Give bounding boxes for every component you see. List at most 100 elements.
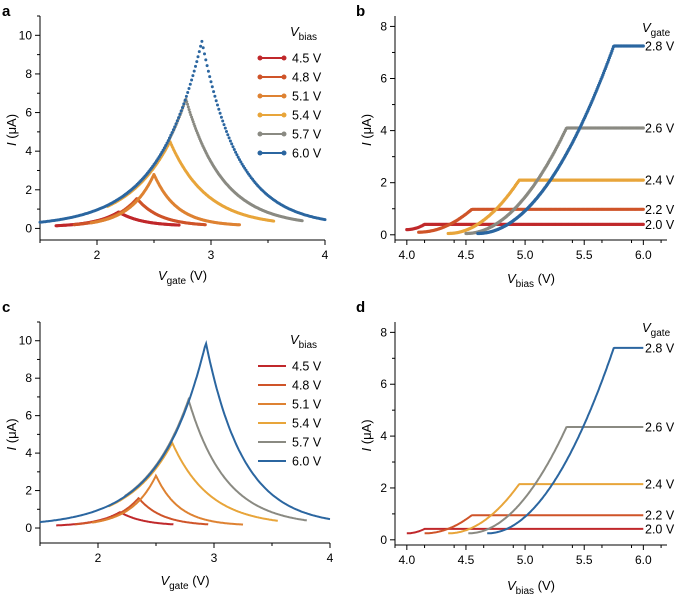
series-line-6-0-V bbox=[39, 339, 331, 524]
y-tick-label: 4 bbox=[380, 124, 387, 138]
data-point bbox=[199, 44, 203, 48]
data-point bbox=[178, 112, 182, 116]
y-tick-label: 6 bbox=[380, 377, 387, 391]
data-point bbox=[160, 150, 164, 154]
series-label: 2.8 V bbox=[645, 341, 675, 355]
legend-marker bbox=[281, 93, 287, 99]
x-tick-label: 5.0 bbox=[517, 553, 534, 567]
series-line-5-1-V bbox=[92, 473, 244, 526]
legend-title: Vgate bbox=[642, 320, 671, 339]
y-tick-label: 8 bbox=[380, 19, 387, 33]
data-point bbox=[191, 74, 195, 78]
legend-marker bbox=[281, 55, 287, 61]
data-point bbox=[168, 136, 171, 140]
x-tick-label: 6.0 bbox=[635, 553, 652, 567]
data-point bbox=[240, 162, 244, 166]
panel-letter-b: b bbox=[356, 3, 365, 20]
y-tick-label: 2 bbox=[25, 183, 32, 197]
data-point bbox=[230, 142, 234, 146]
panel-letter-d: d bbox=[356, 299, 365, 316]
x-tick-label: 4.5 bbox=[458, 553, 475, 567]
series-markers-2-8-V bbox=[476, 44, 645, 236]
y-tick-label: 0 bbox=[380, 228, 387, 242]
data-point bbox=[222, 123, 226, 127]
data-point bbox=[238, 223, 241, 227]
x-axis-label: Vbias (V) bbox=[507, 578, 555, 595]
data-point bbox=[166, 139, 170, 143]
data-point bbox=[184, 94, 188, 98]
data-point bbox=[186, 91, 190, 94]
data-point bbox=[165, 141, 169, 145]
x-tick-label: 4.5 bbox=[458, 248, 475, 262]
y-axis-label: I (μA) bbox=[359, 114, 374, 146]
series-label: 2.2 V bbox=[645, 203, 675, 217]
series-label: 2.2 V bbox=[645, 509, 675, 523]
series-label: 2.4 V bbox=[645, 174, 675, 188]
x-tick-label: 6.0 bbox=[635, 248, 652, 262]
data-point bbox=[188, 110, 192, 114]
data-point bbox=[641, 222, 645, 226]
chart-panel-b: 4.0 4.5 5.0 5.5 6.0 0 2 4 6 8 Vbias (V) I (μA) 2.0 V… bbox=[359, 16, 675, 290]
series-line-2-4-V bbox=[448, 483, 644, 535]
data-point bbox=[192, 69, 196, 73]
y-tick-label: 10 bbox=[19, 28, 33, 42]
data-point bbox=[182, 102, 186, 106]
y-tick-label: 2 bbox=[380, 176, 387, 190]
x-axis-label: Vbias (V) bbox=[507, 271, 555, 290]
y-tick-label: 10 bbox=[19, 334, 33, 348]
y-tick-label: 0 bbox=[380, 533, 387, 547]
data-point bbox=[196, 55, 200, 59]
data-point bbox=[195, 60, 199, 64]
data-point bbox=[232, 148, 236, 151]
data-point bbox=[162, 146, 166, 150]
data-point bbox=[181, 106, 184, 109]
legend-label: 4.8 V bbox=[292, 71, 322, 85]
data-point bbox=[173, 125, 177, 129]
data-point bbox=[204, 58, 208, 62]
data-point bbox=[175, 119, 179, 123]
series-markers-5-1-V bbox=[89, 173, 241, 227]
data-point bbox=[187, 108, 191, 112]
series-markers-6-0-V bbox=[38, 39, 327, 224]
data-point bbox=[219, 115, 223, 119]
x-tick-label: 5.0 bbox=[517, 248, 534, 262]
data-point bbox=[218, 111, 222, 115]
data-point bbox=[190, 118, 194, 121]
data-point bbox=[186, 105, 190, 109]
data-point bbox=[186, 102, 189, 106]
series-label: 2.0 V bbox=[645, 522, 675, 536]
data-point bbox=[641, 126, 645, 130]
data-point bbox=[170, 131, 174, 135]
x-tick-label: 2 bbox=[94, 248, 101, 262]
y-tick-label: 6 bbox=[25, 106, 32, 120]
series-line-4-5-V bbox=[56, 511, 174, 527]
data-point bbox=[223, 126, 227, 130]
legend-marker bbox=[257, 131, 263, 137]
data-point bbox=[213, 94, 217, 98]
x-tick-label: 4 bbox=[322, 248, 329, 262]
data-point bbox=[177, 116, 181, 120]
data-point bbox=[226, 133, 230, 137]
legend-marker bbox=[281, 150, 287, 156]
x-tick-label: 2 bbox=[95, 551, 102, 565]
chart-panel-c: 2 3 4 0 2 4 6 8 10 Vgate (V) I (μA) 4.5 V 4.8 V 5.1 V… bbox=[4, 321, 334, 592]
data-point bbox=[209, 80, 213, 84]
x-tick-label: 5.5 bbox=[576, 553, 593, 567]
y-tick-label: 8 bbox=[25, 67, 32, 81]
data-point bbox=[225, 130, 228, 133]
data-point bbox=[201, 46, 205, 50]
x-tick-label: 3 bbox=[211, 551, 218, 565]
data-point bbox=[231, 145, 235, 149]
data-point bbox=[179, 109, 183, 113]
y-tick-label: 4 bbox=[25, 446, 32, 460]
data-point bbox=[197, 50, 201, 54]
legend-label: 5.7 V bbox=[292, 128, 322, 142]
chart-panel-a: 2 3 4 0 2 4 6 8 10 Vgate (V) I (μA) 4.5 V 4.8 V 5.1 V… bbox=[4, 15, 329, 287]
y-tick-label: 4 bbox=[25, 144, 32, 158]
y-tick-label: 8 bbox=[25, 371, 32, 385]
x-tick-label: 4.0 bbox=[398, 553, 415, 567]
data-point bbox=[183, 98, 187, 102]
data-point bbox=[641, 44, 645, 48]
y-tick-label: 4 bbox=[380, 429, 387, 443]
legend-title: Vbias bbox=[290, 332, 317, 351]
